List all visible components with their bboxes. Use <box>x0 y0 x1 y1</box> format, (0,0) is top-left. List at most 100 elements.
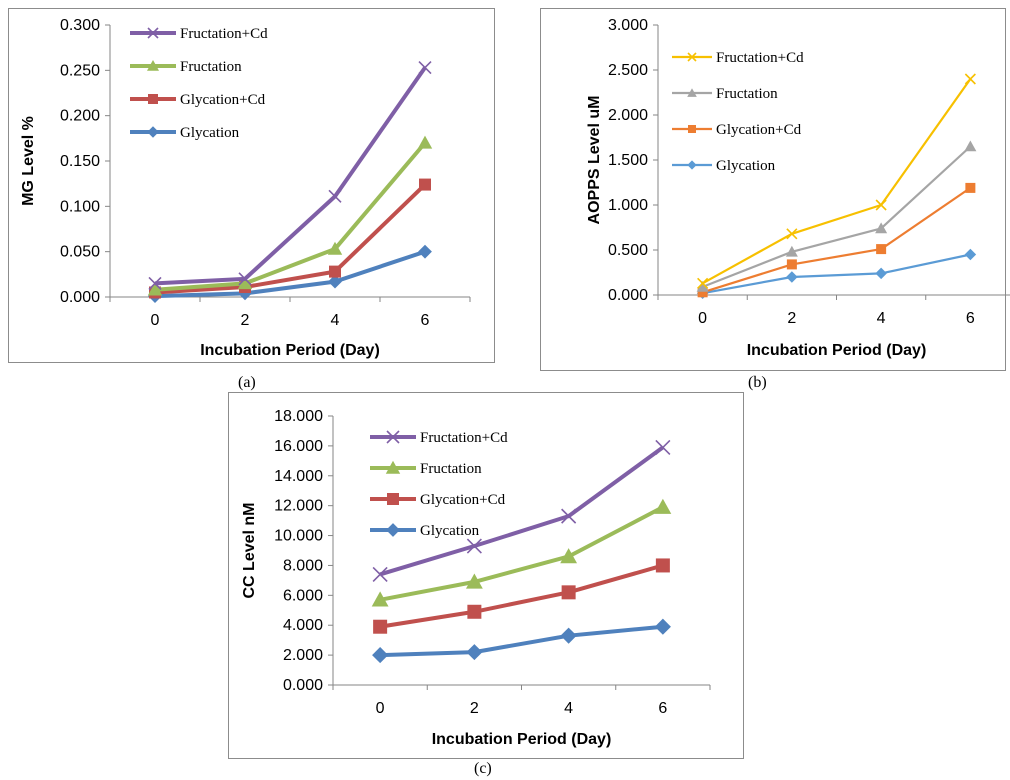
chart-b-y-tick-label: 1.000 <box>608 197 648 214</box>
chart-b-x-axis-title: Incubation Period (Day) <box>747 342 927 359</box>
chart-a-legend-fructation-cd-label: Fructation+Cd <box>180 26 268 42</box>
chart-b-series-fructation-cd-point-4 <box>875 199 887 211</box>
chart-a-legend-glycation-cd-label: Glycation+Cd <box>180 92 266 108</box>
chart-c-x-tick-label: 4 <box>564 700 573 717</box>
chart-c-series-fructation-cd-point-2-stroke-2 <box>466 538 482 554</box>
chart-a-y-tick-label: 0.150 <box>60 153 100 170</box>
chart-a-y-tick-label: 0.100 <box>60 198 100 215</box>
chart-b-series-fructation-cd-point-6-stroke-2 <box>964 73 976 85</box>
chart-a-series-glycation-cd-point-6 <box>419 178 431 191</box>
chart-c-y-tick-label: 0.000 <box>283 677 323 694</box>
chart-c-y-tick-label: 8.000 <box>283 557 323 574</box>
chart-c: 0.000 2.000 4.000 6.000 8.000 10.000 12.000 14.… <box>228 392 744 759</box>
chart-b-series-fructation-point-2 <box>785 245 798 257</box>
chart-b-series-fructation-cd-point-2-stroke-2 <box>786 228 798 240</box>
chart-a-y-tick-label: 0.300 <box>60 17 100 34</box>
chart-b-legend-fructation-label: Fructation <box>716 86 778 102</box>
caption-a: (a) <box>238 374 256 391</box>
chart-b-x-tick-label: 2 <box>787 310 796 327</box>
chart-b-legend-fructation-marker <box>687 88 697 97</box>
chart-c-x-tick-label: 6 <box>658 700 667 717</box>
chart-a-series-fructation-point-0 <box>147 282 163 296</box>
chart-b-y-tick-label: 2.000 <box>608 107 648 124</box>
chart-c-series-glycation-cd-point-2 <box>467 604 482 619</box>
chart-c-series-glycation-point-2 <box>466 644 483 661</box>
chart-b-x-tick-label: 6 <box>966 310 975 327</box>
chart-b-y-tick-label: 3.000 <box>608 17 648 34</box>
caption-c: (c) <box>474 760 492 777</box>
chart-a-series-fructation-line <box>154 141 427 292</box>
chart-c-series-fructation-cd-point-2 <box>466 538 482 554</box>
chart-a-x-tick-label: 6 <box>421 312 430 329</box>
chart-b-series-glycation-cd-point-4 <box>876 244 887 255</box>
chart-c-legend-glycation-marker <box>386 523 400 537</box>
chart-b-legend-glycation-cd-marker <box>688 125 696 133</box>
chart-b-y-tick-label: 2.500 <box>608 62 648 79</box>
chart-c-series-fructation-cd-point-6-stroke-2 <box>655 439 671 455</box>
chart-c-x-axis-title: Incubation Period (Day) <box>432 731 612 748</box>
chart-c-y-tick-label: 16.000 <box>274 438 323 455</box>
chart-b-legend-glycation-cd-label: Glycation+Cd <box>716 122 802 138</box>
chart-a-legend-fructation-cd-marker <box>147 27 159 39</box>
chart-c-legend-glycation-cd-label: Glycation+Cd <box>420 492 506 508</box>
chart-b-legend-fructation-cd-marker-stroke-2 <box>687 52 697 62</box>
chart-b-series-glycation-cd-point-0 <box>697 287 708 298</box>
chart-c-series-fructation-line <box>379 505 664 602</box>
chart-a: 0.000 0.050 0.100 0.150 0.200 0.250 0.300 0 2 4 6 I… <box>8 8 495 363</box>
chart-a-legend-glycation-cd-marker <box>148 94 158 104</box>
chart-a-series-fructation-cd-point-0 <box>148 276 162 290</box>
chart-b-series-glycation-cd-point-2 <box>786 259 797 270</box>
chart-a-series-fructation-cd-point-6 <box>418 61 432 75</box>
chart-a-y-tick-label: 0.000 <box>60 289 100 306</box>
chart-b-series-fructation-cd-point-0 <box>697 277 709 289</box>
chart-b-series-fructation-cd-line <box>702 78 972 285</box>
chart-b-series-glycation-point-6 <box>964 248 977 261</box>
chart-b-series-fructation-cd-point-2 <box>786 228 798 240</box>
chart-a-series-fructation-cd-point-4 <box>328 189 342 203</box>
chart-a-legend-fructation-label: Fructation <box>180 59 242 75</box>
chart-b-y-tick-label: 0.500 <box>608 242 648 259</box>
chart-c-series-fructation-point-4 <box>560 548 578 564</box>
chart-b-legend-fructation-cd-label: Fructation+Cd <box>716 50 804 66</box>
chart-a-series-fructation-cd-point-4-stroke-2 <box>328 189 342 203</box>
chart-a-x-tick-label: 0 <box>151 312 160 329</box>
chart-c-x-tick-label: 2 <box>470 700 479 717</box>
chart-b-series-fructation-point-6 <box>964 140 977 152</box>
chart-b-legend-glycation-marker <box>687 160 697 170</box>
chart-c-series-fructation-cd-point-4-stroke-2 <box>561 508 577 524</box>
chart-c-y-axis-title: CC Level nM <box>241 502 258 598</box>
chart-c-series-glycation-line <box>380 624 664 658</box>
chart-c-y-tick-label: 10.000 <box>274 528 323 545</box>
chart-b-legend-fructation-cd-marker <box>687 52 697 62</box>
chart-a-legend-glycation-marker <box>147 126 159 138</box>
chart-c-series-fructation-cd-line <box>379 445 665 577</box>
chart-b-series-glycation-point-2 <box>786 271 798 283</box>
chart-b-frame <box>540 8 1006 371</box>
chart-a-series-fructation-cd-point-6-stroke-2 <box>418 61 432 75</box>
chart-b-y-tick-label: 1.500 <box>608 152 648 169</box>
chart-b-series-glycation-line <box>702 253 971 295</box>
chart-c-y-tick-label: 6.000 <box>283 587 323 604</box>
chart-b-series-fructation-cd-point-4-stroke-2 <box>875 199 887 211</box>
chart-a-series-fructation-cd-line <box>154 66 427 286</box>
chart-c-series-glycation-cd-point-0 <box>373 619 388 634</box>
chart-a-x-tick-label: 4 <box>331 312 340 329</box>
chart-a-series-fructation-point-2 <box>237 276 253 290</box>
chart-a-series-glycation-point-6 <box>418 244 432 259</box>
chart-a-x-axis-title: Incubation Period (Day) <box>200 342 380 359</box>
chart-c-series-glycation-cd-point-6 <box>655 558 670 573</box>
chart-c-legend-glycation-label: Glycation <box>420 523 480 539</box>
chart-a-series-fructation-cd-point-0-stroke-2 <box>148 276 162 290</box>
chart-b-y-axis-title: AOPPS Level uM <box>586 96 603 225</box>
chart-c-legend-fructation-cd-marker <box>386 430 400 444</box>
chart-a-series-glycation-line <box>154 249 426 299</box>
chart-b-x-tick-label: 0 <box>698 310 707 327</box>
chart-c-series-glycation-cd-line <box>379 563 664 629</box>
chart-b-series-fructation-point-4 <box>875 222 888 234</box>
chart-a-series-fructation-point-4 <box>327 241 343 255</box>
chart-a-legend-fructation-marker <box>147 60 159 71</box>
chart-c-series-fructation-point-0 <box>371 591 389 607</box>
chart-b-x-tick-label: 4 <box>877 310 886 327</box>
chart-b-series-fructation-cd-point-6 <box>964 73 976 85</box>
chart-b: 0.000 0.500 1.000 1.500 2.000 2.500 3.000 0 2 4 6 I… <box>540 8 1010 371</box>
